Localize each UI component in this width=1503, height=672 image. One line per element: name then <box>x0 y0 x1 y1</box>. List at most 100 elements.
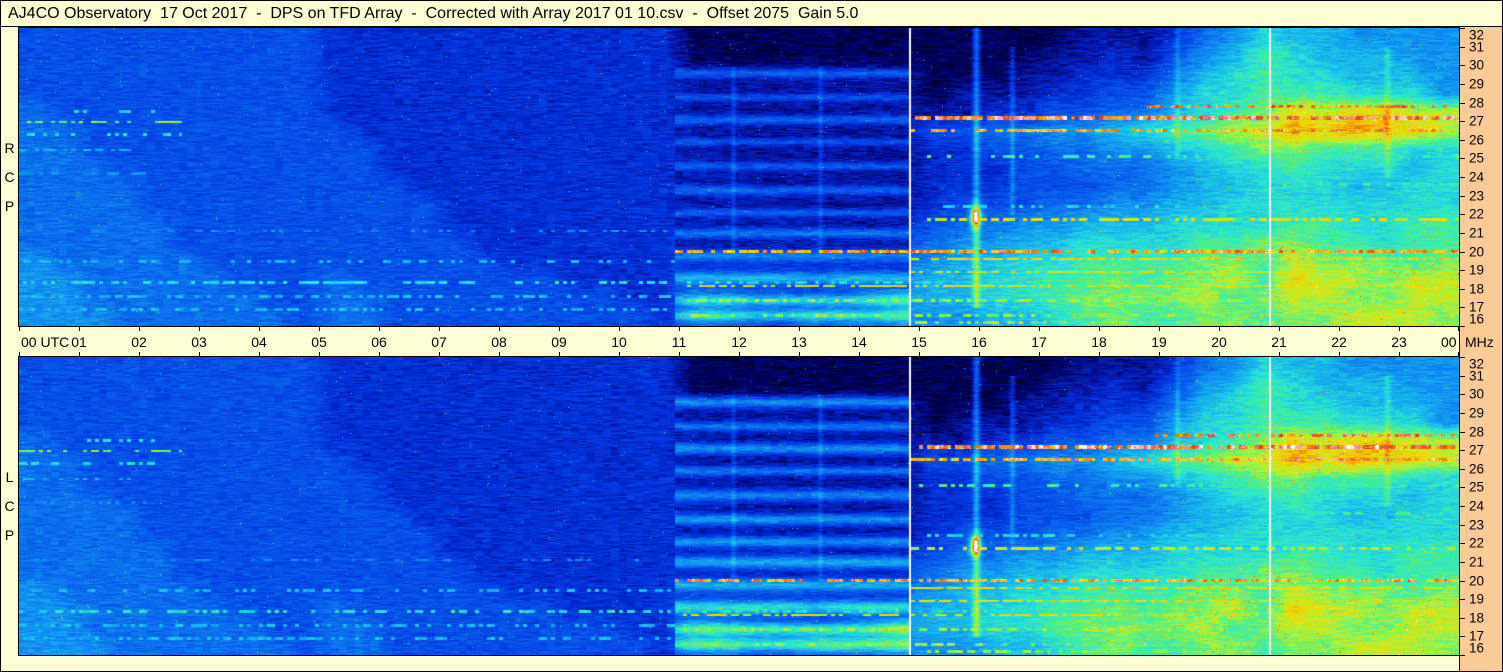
time-tick-label: 05 <box>311 333 327 350</box>
time-tick-label: 14 <box>851 333 867 350</box>
freq-tick-label: 21 <box>1469 554 1485 570</box>
freq-tick-label: 20 <box>1469 572 1485 588</box>
time-tick-label: 09 <box>551 333 567 350</box>
time-tick-mark <box>1039 327 1040 331</box>
time-tick-mark <box>1159 352 1160 356</box>
time-tick-mark <box>199 327 200 331</box>
time-tick-mark <box>19 352 20 356</box>
time-tick-mark <box>799 327 800 331</box>
freq-tick-mark <box>1460 487 1465 489</box>
freq-tick-label: 16 <box>1469 311 1485 327</box>
freq-tick-mark <box>1460 139 1465 141</box>
time-tick-mark <box>859 327 860 331</box>
freq-tick-label: 28 <box>1469 423 1485 439</box>
polarization-letter: R <box>4 140 15 156</box>
time-tick-mark <box>619 352 620 356</box>
freq-tick-label: 19 <box>1469 591 1485 607</box>
freq-tick-mark <box>1460 450 1465 452</box>
time-tick-label: 11 <box>671 333 687 350</box>
time-tick-mark <box>739 327 740 331</box>
freq-tick-mark <box>1460 468 1465 470</box>
freq-tick-mark <box>1460 270 1465 272</box>
freq-tick-mark <box>1460 375 1465 377</box>
time-tick-mark <box>859 352 860 356</box>
lcp-spectrogram <box>18 356 1460 656</box>
freq-tick-label: 24 <box>1469 498 1485 514</box>
time-tick-mark <box>379 327 380 331</box>
polarization-letter: P <box>4 527 15 543</box>
time-tick-label: 01 <box>71 333 87 350</box>
freq-tick-label: 27 <box>1469 113 1485 129</box>
title-bar: AJ4CO Observatory 17 Oct 2017 - DPS on T… <box>1 1 1502 27</box>
time-tick-label: 08 <box>491 333 507 350</box>
time-tick-mark <box>319 352 320 356</box>
freq-tick-label: 22 <box>1469 206 1485 222</box>
time-tick-mark <box>79 352 80 356</box>
time-tick-mark <box>679 352 680 356</box>
freq-tick-label: 23 <box>1469 187 1485 203</box>
freq-tick-mark <box>1460 524 1465 526</box>
freq-tick-label: 25 <box>1469 150 1485 166</box>
freq-tick-label: 23 <box>1469 516 1485 532</box>
polarization-letter: C <box>4 498 15 514</box>
freq-tick-mark <box>1460 636 1465 638</box>
polarization-letter: P <box>4 198 15 214</box>
freq-tick-label: 18 <box>1469 610 1485 625</box>
freq-tick-mark <box>1460 543 1465 545</box>
freq-tick-label: 17 <box>1469 299 1485 315</box>
time-tick-mark <box>1458 327 1459 331</box>
time-tick-label: 19 <box>1151 333 1167 350</box>
time-tick-label: 03 <box>191 333 207 350</box>
freq-tick-label: 32 <box>1469 356 1485 372</box>
time-tick-label: 23 <box>1391 333 1407 350</box>
frequency-scale: 32 31 30 29 28 27 26 25 24 23 22 21 20 19 18 17 16 32 31 30… <box>1459 27 1502 671</box>
time-tick-mark <box>1279 327 1280 331</box>
freq-tick-label: 25 <box>1469 479 1485 495</box>
time-tick-mark <box>19 327 20 331</box>
freq-tick-mark <box>1460 326 1465 327</box>
time-tick-label: 06 <box>371 333 387 350</box>
time-tick-mark <box>919 327 920 331</box>
freq-tick-mark <box>1460 83 1465 85</box>
freq-tick-label: 29 <box>1469 76 1485 92</box>
freq-tick-label: 26 <box>1469 132 1485 147</box>
time-tick-mark <box>379 352 380 356</box>
polarization-letter: C <box>4 169 15 185</box>
time-tick-mark <box>979 352 980 356</box>
freq-tick-label: 22 <box>1469 535 1485 551</box>
freq-tick-mark <box>1460 102 1465 104</box>
freq-tick-mark <box>1460 412 1465 414</box>
time-tick-label: 07 <box>431 333 447 350</box>
time-tick-label: 04 <box>251 333 267 350</box>
time-axis: 00 UTC 01 02 03 04 05 06 07 08 09 10 11 12 13 14 15 16 17… <box>19 327 1459 356</box>
lcp-spectrogram-canvas <box>19 357 1459 655</box>
time-tick-mark <box>259 352 260 356</box>
time-tick-mark <box>1219 327 1220 331</box>
time-tick-mark <box>559 352 560 356</box>
time-tick-label: 22 <box>1331 333 1347 350</box>
freq-tick-mark <box>1460 506 1465 507</box>
freq-tick-mark <box>1460 195 1465 197</box>
rcp-spectrogram <box>18 27 1460 327</box>
time-tick-mark <box>439 327 440 331</box>
time-tick-label: 00 UTC <box>21 333 70 350</box>
freq-tick-label: 19 <box>1469 262 1485 278</box>
time-tick-label: 12 <box>731 333 747 350</box>
time-tick-mark <box>1159 327 1160 331</box>
freq-tick-label: 21 <box>1469 225 1485 241</box>
time-tick-mark <box>139 327 140 331</box>
time-tick-mark <box>199 352 200 356</box>
freq-tick-label: 31 <box>1469 367 1485 383</box>
freq-tick-mark <box>1460 357 1465 358</box>
freq-tick-mark <box>1460 655 1465 656</box>
freq-tick-label: 29 <box>1469 405 1485 421</box>
rcp-spectrogram-canvas <box>19 28 1459 326</box>
freq-tick-label: 32 <box>1469 27 1485 43</box>
freq-tick-mark <box>1460 28 1465 29</box>
time-tick-mark <box>739 352 740 356</box>
freq-tick-label: 24 <box>1469 169 1485 185</box>
time-tick-label: 21 <box>1271 333 1287 350</box>
